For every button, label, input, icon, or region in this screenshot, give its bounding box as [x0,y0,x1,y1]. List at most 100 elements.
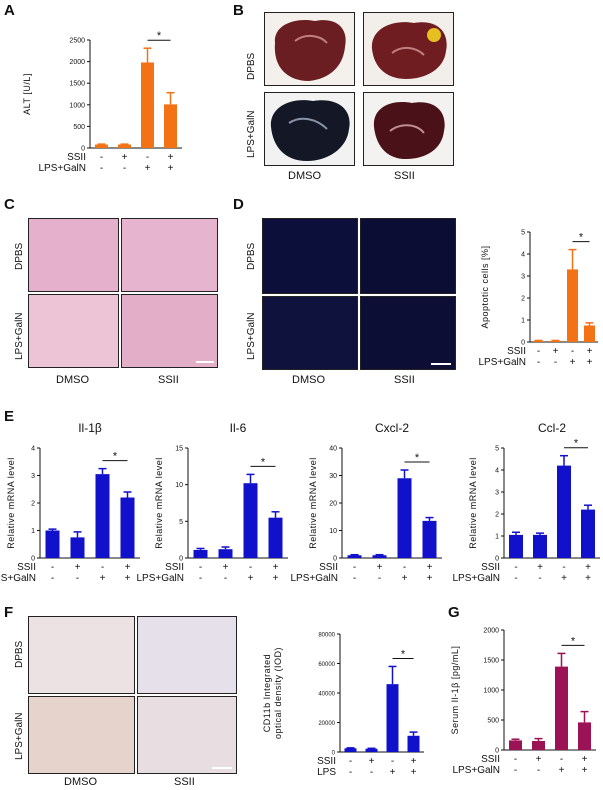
y-tick-label: 5 [521,230,525,237]
y-tick-label: 10 [329,528,337,535]
bar [407,735,420,752]
treatment-sign: + [587,357,593,368]
treatment-sign: + [411,767,417,778]
panel-label-e: E [4,408,15,425]
y-tick-label: 5 [179,519,183,526]
y-tick-label: 1 [521,318,525,325]
y-axis-label: ALT [U/L] [22,73,32,115]
bar [347,555,362,558]
treatment-label-ssii: SSII [507,346,526,357]
chart-e3: 0 10 20 30 40 Relative mRNA level Cxcl-2 * SSIIL… [290,421,442,584]
bar [45,530,60,558]
significance-star: * [157,30,162,42]
y-axis-label-line: CD11b Integrated [262,654,272,732]
significance-star: * [574,438,579,450]
treatment-sign: + [100,573,106,584]
treatment-sign: + [369,756,375,767]
bar [532,741,545,750]
bar [509,534,523,558]
panel-label-g: G [448,604,460,621]
bar [118,144,131,148]
col-label-dmso: DMSO [56,374,89,386]
treatment-sign: + [402,573,408,584]
bar [550,340,561,342]
treatment-sign: + [582,754,588,765]
treatment-sign: - [199,562,202,573]
treatment-sign: + [553,346,559,357]
bar [164,104,177,148]
col-label-ssii: SSII [158,374,179,386]
treatment-sign: - [249,562,252,573]
y-tick-label: 2 [521,296,525,303]
y-tick-label: 0 [179,556,183,563]
y-tick-label: 15 [175,446,183,453]
bar [509,740,522,750]
y-tick-label: 0 [495,748,499,755]
treatment-sign: + [587,346,593,357]
fluor-image-lps-dmso [262,296,358,370]
treatment-label-lps-galn: LPS+GalN [452,765,500,776]
bar [95,144,108,148]
y-tick-label: 1 [495,534,499,541]
treatment-sign: - [403,562,406,573]
y-tick-label: 5 [495,446,499,453]
y-axis-label: CD11b Integratedoptical density (IOD) [262,647,283,739]
bar [555,666,568,750]
treatment-sign: + [168,163,174,174]
y-tick-label: 40000 [318,692,335,698]
treatment-sign: - [101,562,104,573]
treatment-sign: + [411,756,417,767]
bar [193,549,208,558]
treatment-label-ssii: SSII [481,754,500,765]
treatment-sign: - [199,573,202,584]
treatment-sign: + [377,562,383,573]
treatment-sign: + [273,573,279,584]
treatment-label-ssii: SSII [67,152,86,163]
fluor-image-dpbs-dmso [262,218,358,294]
treatment-sign: - [514,573,517,584]
treatment-sign: - [370,767,373,778]
bar [120,497,135,558]
y-tick-label: 2000 [483,628,499,635]
treatment-sign: - [514,562,517,573]
significance-star: * [401,648,406,660]
treatment-sign: + [168,152,174,163]
y-tick-label: 1000 [69,102,85,109]
treatment-sign: - [571,346,574,357]
treatment-sign: - [560,754,563,765]
bar [372,555,387,558]
treatment-sign: - [562,562,565,573]
col-label-dmso: DMSO [64,776,97,788]
y-axis-label: Relative mRNA level [154,457,164,549]
treatment-sign: - [146,152,149,163]
col-label-dmso: DMSO [288,170,321,182]
he-image-dpbs-dmso [28,218,119,292]
he-image-lps-ssii [121,294,218,368]
y-tick-label: 2000 [69,59,85,66]
treatment-label-lps: LPS [317,767,336,778]
y-tick-label: 500 [73,124,85,131]
bar [581,509,595,558]
y-tick-label: 2500 [69,38,85,45]
chart-f: 0 20000 40000 60000 80000 CD11b Integratedopt… [262,633,424,778]
fluor-image-lps-ssii [360,296,456,370]
bar [533,340,544,342]
panel-label-c: C [4,196,15,213]
bar [386,684,399,752]
panel-label-a: A [4,2,15,19]
treatment-sign: + [427,562,433,573]
bar [70,537,85,558]
treatment-sign: - [100,163,103,174]
bar [397,478,412,558]
treatment-sign: + [122,152,128,163]
y-tick-label: 3 [31,473,35,480]
treatment-label-lps-galn: LPS+GalN [38,163,86,174]
y-axis-label: Apoptotic cells [%] [480,245,490,328]
col-label-ssii: SSII [174,776,195,788]
treatment-sign: - [554,357,557,368]
treatment-sign: - [100,152,103,163]
treatment-sign: + [427,573,433,584]
treatment-sign: + [585,562,591,573]
treatment-sign: + [273,562,279,573]
